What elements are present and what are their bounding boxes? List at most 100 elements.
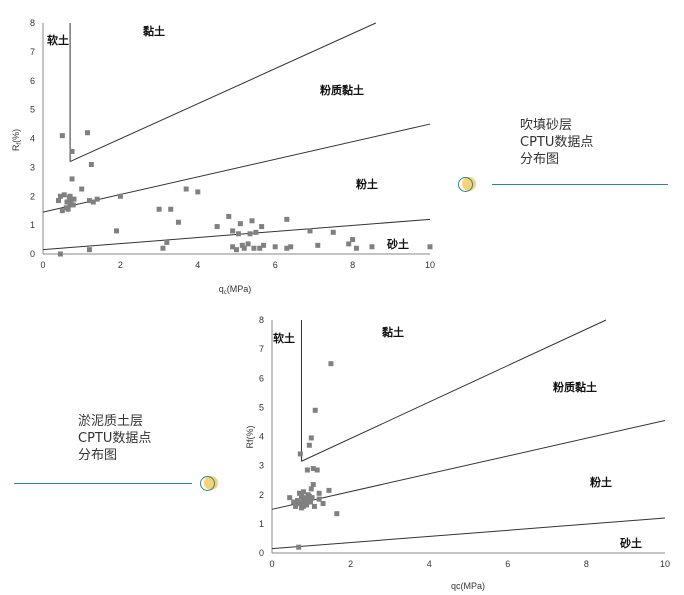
data-point xyxy=(249,218,255,224)
chart-bottom-boundaries xyxy=(271,319,666,550)
data-point xyxy=(55,198,61,204)
data-point xyxy=(287,495,293,501)
chart-bottom-x-ticks: 0 2 4 6 8 10 xyxy=(269,559,670,569)
data-point xyxy=(334,511,340,517)
y-tick-label: 3 xyxy=(30,162,35,172)
caption-line: 吹填砂层 xyxy=(520,118,573,133)
zone-boundary-line xyxy=(42,123,431,213)
data-point xyxy=(86,198,92,204)
callout-line xyxy=(14,483,192,484)
data-point xyxy=(308,435,314,441)
data-point xyxy=(306,493,312,499)
data-point xyxy=(310,482,316,488)
y-tick-label: 6 xyxy=(259,373,264,383)
caption-line: CPTU数据点 xyxy=(78,431,152,446)
zone-boundary-line xyxy=(301,319,607,462)
zone-boundary-line xyxy=(271,419,666,510)
data-point xyxy=(239,242,245,248)
data-point xyxy=(300,489,306,495)
circle-marker-icon xyxy=(200,476,218,491)
zone-boundary-line xyxy=(69,22,377,163)
chart-bottom-y-label: Rf(%) xyxy=(245,426,255,449)
data-point xyxy=(326,487,332,493)
data-point xyxy=(69,148,75,154)
data-point xyxy=(164,239,170,245)
data-point xyxy=(309,495,315,501)
data-point xyxy=(69,176,75,182)
zone-boundary-line xyxy=(271,517,666,550)
y-tick-label: 0 xyxy=(30,249,35,259)
data-point xyxy=(291,499,297,505)
y-tick-label: 3 xyxy=(259,461,264,471)
caption-line: CPTU数据点 xyxy=(520,135,594,150)
data-point xyxy=(369,244,375,250)
data-point xyxy=(298,493,304,499)
data-point xyxy=(261,242,267,248)
y-tick-label: 4 xyxy=(259,432,264,442)
data-point xyxy=(168,206,174,212)
x-tick-label: 6 xyxy=(273,260,278,270)
caption-line: 分布图 xyxy=(78,448,118,463)
data-point xyxy=(297,500,303,506)
chart-top-y-label: Rf(%) xyxy=(11,129,23,151)
chart-top: 0 2 4 6 8 10 0 1 2 3 4 5 6 7 8 软土 黏土 粉质黏土 粉土 砂土 qc(MP… xyxy=(11,18,435,296)
x-tick-label: 2 xyxy=(118,260,123,270)
chart-top-x-label: qc(MPa) xyxy=(219,284,252,296)
zone-label-sand: 砂土 xyxy=(387,237,409,251)
data-point xyxy=(427,244,433,250)
y-tick-label: 0 xyxy=(259,548,264,558)
zone-label-silty-clay: 粉质黏土 xyxy=(553,380,597,394)
data-point xyxy=(247,231,253,237)
data-point xyxy=(346,241,352,247)
data-point xyxy=(296,544,302,550)
y-tick-label: 2 xyxy=(259,490,264,500)
data-point xyxy=(175,219,181,225)
data-point xyxy=(94,196,100,202)
data-point xyxy=(259,224,265,230)
data-point xyxy=(114,228,120,234)
data-point xyxy=(79,186,85,192)
caption-line: 分布图 xyxy=(520,152,560,167)
zone-label-soft-soil: 软土 xyxy=(273,331,295,345)
data-point xyxy=(320,500,326,506)
y-tick-label: 1 xyxy=(30,220,35,230)
x-tick-label: 8 xyxy=(350,260,355,270)
x-tick-label: 0 xyxy=(40,260,45,270)
data-point xyxy=(308,499,314,505)
data-point xyxy=(61,192,67,198)
data-point xyxy=(312,407,318,413)
data-point xyxy=(237,221,243,227)
data-point xyxy=(57,193,63,199)
callout-line xyxy=(492,184,668,185)
data-point xyxy=(301,499,307,505)
x-tick-label: 10 xyxy=(425,260,435,270)
data-point xyxy=(88,161,94,167)
data-point xyxy=(284,216,290,222)
zone-label-silty-clay: 粉质黏土 xyxy=(320,83,364,97)
y-tick-label: 8 xyxy=(259,315,264,325)
x-tick-label: 4 xyxy=(427,559,432,569)
x-tick-label: 2 xyxy=(348,559,353,569)
data-point xyxy=(304,467,310,473)
data-point xyxy=(234,247,239,253)
data-point xyxy=(68,198,74,204)
data-point xyxy=(183,186,189,192)
data-point xyxy=(57,251,63,257)
data-point xyxy=(253,229,259,235)
data-point xyxy=(302,495,308,501)
data-point xyxy=(328,361,334,367)
data-point xyxy=(293,503,299,509)
chart-bottom-y-ticks: 0 1 2 3 4 5 6 7 8 xyxy=(259,315,264,558)
circle-marker-icon xyxy=(458,177,476,192)
data-point xyxy=(315,242,321,248)
data-point xyxy=(300,496,306,502)
data-point xyxy=(235,231,241,237)
data-point xyxy=(230,244,236,250)
data-point xyxy=(245,241,251,247)
x-tick-label: 4 xyxy=(195,260,200,270)
y-tick-label: 5 xyxy=(259,402,264,412)
chart-bottom: 0 2 4 6 8 10 0 1 2 3 4 5 6 7 8 软土 黏土 粉质黏土 粉土 砂土 qc(MP… xyxy=(245,315,670,591)
data-point xyxy=(195,189,201,195)
data-point xyxy=(214,224,220,230)
